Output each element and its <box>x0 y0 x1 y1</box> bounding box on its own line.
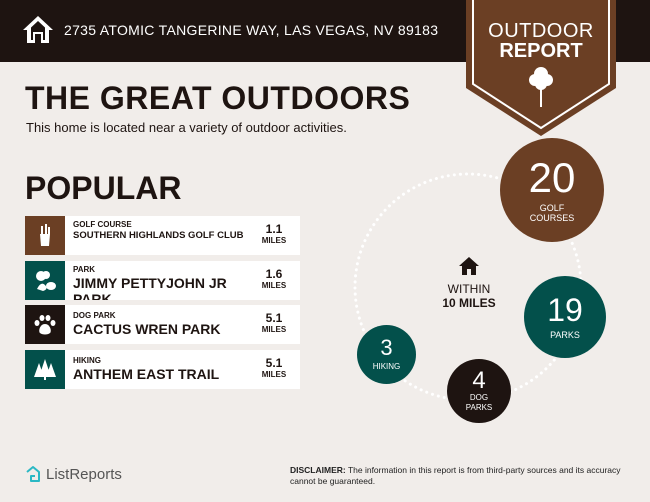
item-unit: MILES <box>261 370 287 379</box>
item-distance: 5.1 <box>265 356 283 370</box>
item-unit: MILES <box>261 281 287 290</box>
hiking-count-circle: 3 HIKING <box>357 325 416 384</box>
outdoor-report-badge: OUTDOOR REPORT <box>466 0 616 136</box>
golf-bag-icon <box>25 216 65 255</box>
list-item[interactable]: GOLF COURSE SOUTHERN HIGHLANDS GOLF CLUB … <box>25 216 300 255</box>
item-unit: MILES <box>261 236 287 245</box>
golf-count-circle: 20 GOLF COURSES <box>500 138 604 242</box>
list-item[interactable]: DOG PARK CACTUS WREN PARK 5.1 MILES <box>25 305 300 344</box>
address: 2735 ATOMIC TANGERINE WAY, LAS VEGAS, NV… <box>64 22 439 38</box>
item-name: CACTUS WREN PARK <box>73 321 221 337</box>
list-item[interactable]: HIKING ANTHEM EAST TRAIL 5.1 MILES <box>25 350 300 389</box>
paw-icon <box>25 305 65 344</box>
item-category: DOG PARK <box>73 311 116 320</box>
item-name: SOUTHERN HIGHLANDS GOLF CLUB <box>73 230 244 241</box>
item-name: JIMMY PETTYJOHN JR PARK <box>73 275 227 300</box>
home-icon <box>23 16 53 43</box>
parks-count-circle: 19 PARKS <box>524 276 606 358</box>
item-unit: MILES <box>261 325 287 334</box>
item-distance: 5.1 <box>265 311 283 325</box>
dog-parks-count-circle: 4 DOG PARKS <box>447 359 511 423</box>
item-name: ANTHEM EAST TRAIL <box>73 366 220 382</box>
item-category: GOLF COURSE <box>73 220 132 229</box>
list-item[interactable]: PARK JIMMY PETTYJOHN JR PARK 1.6 MILES <box>25 261 300 300</box>
listreports-logo: ListReports <box>25 465 122 483</box>
item-distance: 1.1 <box>265 222 283 236</box>
home-icon <box>459 257 479 275</box>
popular-heading: POPULAR <box>25 170 182 206</box>
badge-line2: REPORT <box>499 40 583 62</box>
disclaimer: DISCLAIMER: The information in this repo… <box>290 465 621 486</box>
badge-line1: OUTDOOR <box>488 20 594 42</box>
page-subtitle: This home is located near a variety of o… <box>26 120 347 135</box>
page-title: THE GREAT OUTDOORS <box>25 80 411 116</box>
item-distance: 1.6 <box>265 267 283 281</box>
item-category: HIKING <box>73 356 101 365</box>
park-icon <box>25 261 65 300</box>
within-label: WITHIN 10 MILES <box>442 282 496 310</box>
pine-trees-icon <box>25 350 65 389</box>
tree-icon <box>529 67 553 107</box>
listreports-logo-icon <box>26 466 40 482</box>
item-category: PARK <box>73 265 96 274</box>
